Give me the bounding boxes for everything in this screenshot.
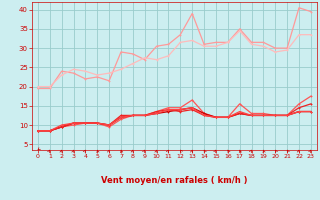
X-axis label: Vent moyen/en rafales ( km/h ): Vent moyen/en rafales ( km/h ) <box>101 176 248 185</box>
